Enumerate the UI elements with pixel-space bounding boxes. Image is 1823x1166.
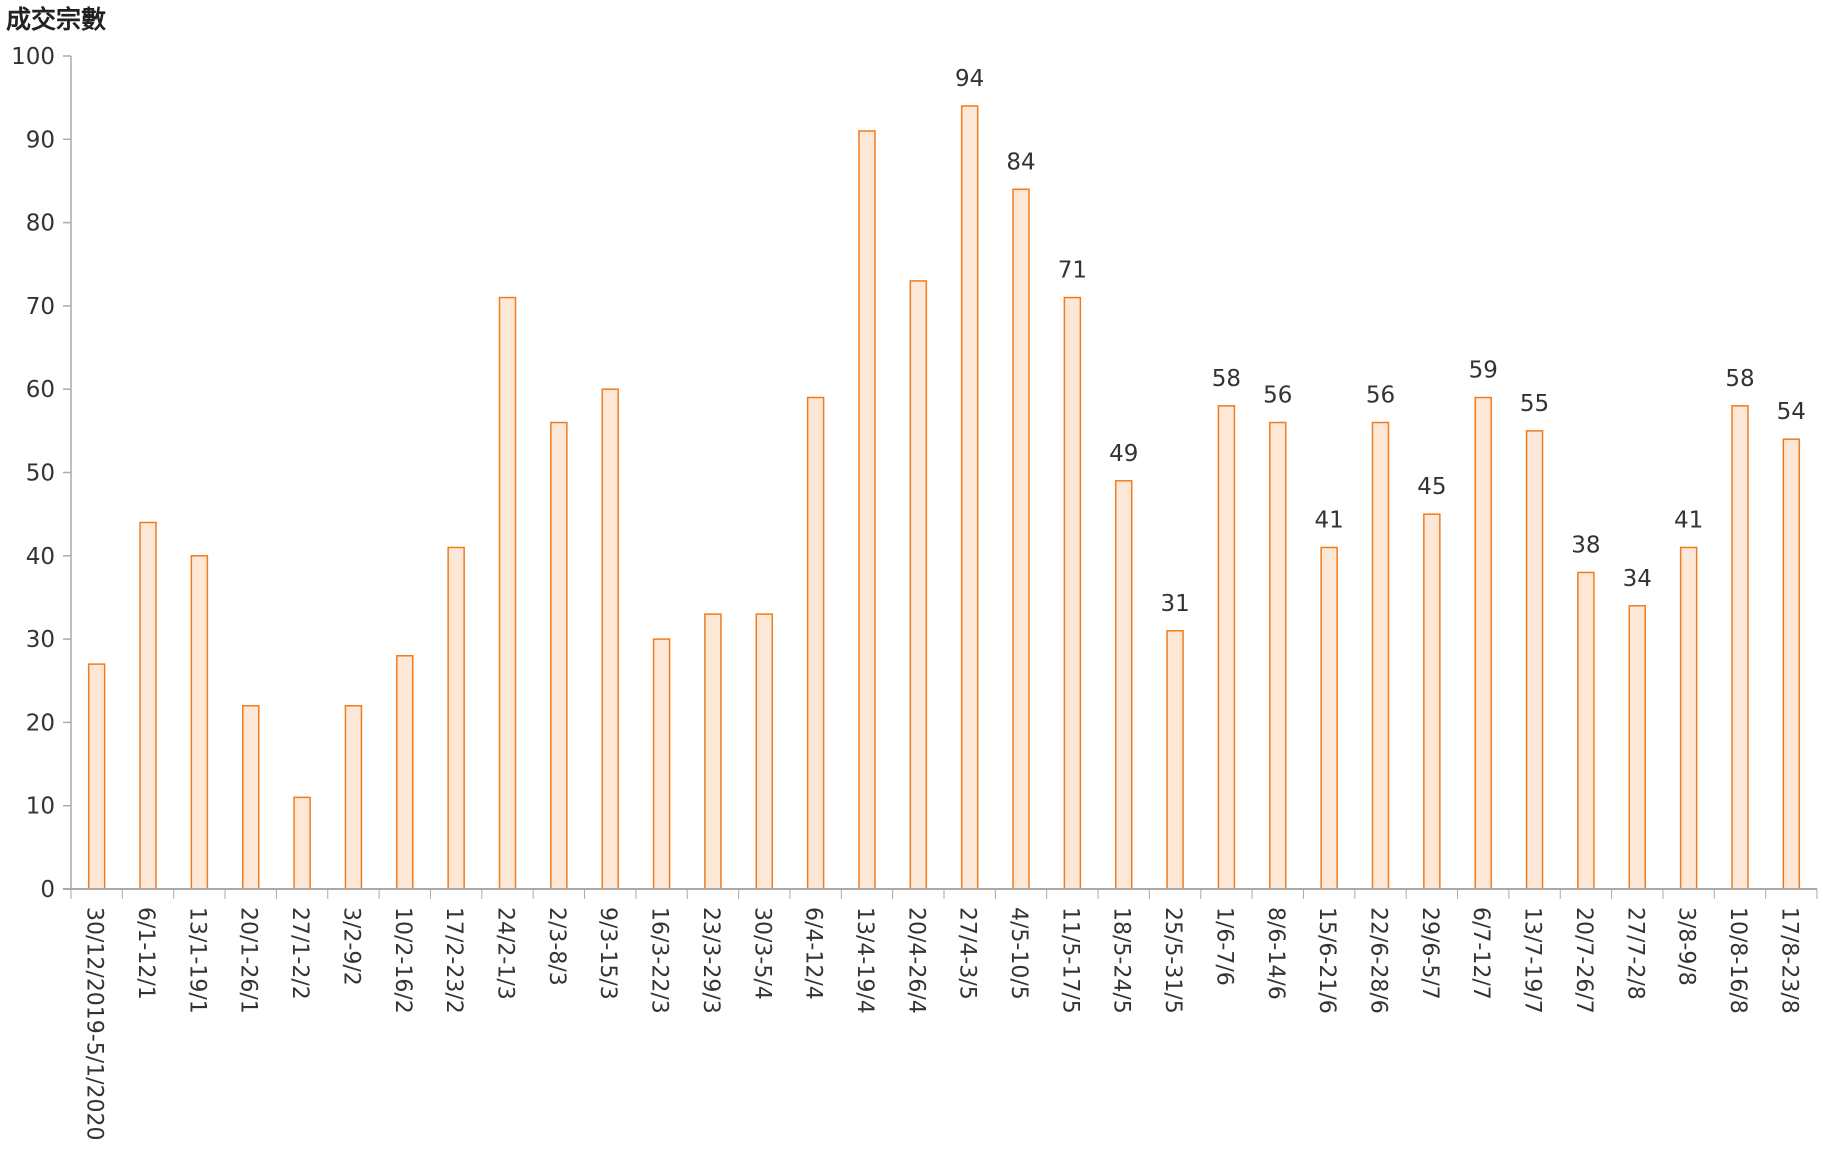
data-label: 56 bbox=[1366, 383, 1395, 409]
bar bbox=[909, 280, 928, 890]
x-tick-label: 20/7-26/7 bbox=[1571, 907, 1596, 1014]
bar bbox=[806, 396, 825, 890]
x-tick-label: 3/8-9/8 bbox=[1674, 907, 1699, 986]
x-tick-label: 27/7-2/8 bbox=[1622, 907, 1647, 1000]
data-label: 41 bbox=[1674, 507, 1703, 533]
bar bbox=[1320, 546, 1338, 890]
x-tick-label: 27/4-3/5 bbox=[955, 907, 980, 1000]
data-label: 45 bbox=[1417, 474, 1446, 500]
data-label: 71 bbox=[1058, 258, 1087, 284]
bar bbox=[241, 704, 260, 890]
data-label: 58 bbox=[1212, 366, 1241, 392]
y-tick-label: 30 bbox=[26, 627, 55, 653]
data-label: 94 bbox=[955, 66, 984, 92]
x-tick-label: 10/2-16/2 bbox=[390, 907, 415, 1014]
x-tick-label: 2/3-8/3 bbox=[544, 907, 569, 986]
y-tick-label: 20 bbox=[26, 710, 55, 736]
y-axis-title: 成交宗數 bbox=[6, 5, 107, 34]
bar bbox=[704, 613, 722, 890]
bar bbox=[498, 296, 517, 890]
x-tick-label: 6/4-12/4 bbox=[801, 907, 826, 1000]
bar bbox=[139, 521, 157, 890]
bar bbox=[1063, 296, 1082, 890]
bar bbox=[1166, 630, 1184, 890]
y-tick-label: 50 bbox=[26, 461, 55, 487]
data-label: 54 bbox=[1777, 399, 1806, 425]
bar bbox=[1423, 513, 1441, 890]
data-label: 55 bbox=[1520, 391, 1549, 417]
x-tick-label: 13/4-19/4 bbox=[852, 907, 877, 1014]
bar bbox=[1782, 438, 1801, 890]
x-tick-label: 29/6-5/7 bbox=[1417, 907, 1442, 1000]
data-label: 49 bbox=[1109, 441, 1138, 467]
x-tick-label: 18/5-24/5 bbox=[1109, 907, 1134, 1014]
x-tick-label: 24/2-1/3 bbox=[493, 907, 518, 1000]
y-tick-label: 60 bbox=[26, 377, 55, 403]
data-label: 84 bbox=[1006, 149, 1035, 175]
bar bbox=[87, 663, 106, 890]
bar bbox=[344, 704, 363, 890]
x-tick-label: 20/1-26/1 bbox=[236, 907, 261, 1014]
x-tick-label: 8/6-14/6 bbox=[1263, 907, 1288, 1000]
x-tick-label: 4/5-10/5 bbox=[1006, 907, 1031, 1000]
x-tick-label: 13/7-19/7 bbox=[1520, 907, 1545, 1014]
bar bbox=[396, 655, 414, 890]
x-tick-label: 6/1-12/1 bbox=[133, 907, 158, 1000]
y-tick-label: 0 bbox=[40, 877, 55, 903]
x-tick-label: 15/6-21/6 bbox=[1314, 907, 1339, 1014]
x-tick-label: 22/6-28/6 bbox=[1366, 907, 1391, 1014]
x-tick-label: 17/2-23/2 bbox=[441, 907, 466, 1014]
x-tick-label: 10/8-16/8 bbox=[1725, 907, 1750, 1014]
y-tick-label: 80 bbox=[26, 211, 55, 237]
bar bbox=[960, 105, 979, 890]
x-tick-label: 20/4-26/4 bbox=[903, 907, 928, 1014]
bar bbox=[1114, 480, 1133, 890]
data-label: 31 bbox=[1160, 591, 1189, 617]
bar bbox=[1371, 421, 1390, 890]
x-tick-label: 9/3-15/3 bbox=[595, 907, 620, 1000]
bar bbox=[190, 555, 209, 890]
bar bbox=[1577, 571, 1595, 890]
x-tick-label: 17/8-23/8 bbox=[1776, 907, 1801, 1014]
bar bbox=[1525, 430, 1544, 890]
bar bbox=[1628, 605, 1647, 890]
data-label: 58 bbox=[1725, 366, 1754, 392]
data-label: 56 bbox=[1263, 383, 1292, 409]
bar bbox=[293, 796, 311, 890]
x-tick-label: 25/5-31/5 bbox=[1160, 907, 1185, 1014]
bar bbox=[447, 546, 465, 890]
x-tick-label: 27/1-2/2 bbox=[287, 907, 312, 1000]
x-tick-label: 3/2-9/2 bbox=[338, 907, 363, 986]
x-tick-label: 6/7-12/7 bbox=[1468, 907, 1493, 1000]
data-label: 38 bbox=[1571, 532, 1600, 558]
bar bbox=[1679, 546, 1698, 890]
bar bbox=[1217, 405, 1236, 890]
y-tick-label: 10 bbox=[26, 794, 55, 820]
x-tick-label: 1/6-7/6 bbox=[1211, 907, 1236, 986]
data-label: 34 bbox=[1623, 566, 1652, 592]
y-tick-label: 40 bbox=[26, 544, 55, 570]
y-tick-label: 100 bbox=[11, 44, 55, 70]
bar bbox=[858, 130, 876, 890]
bar bbox=[1269, 421, 1287, 890]
bar bbox=[755, 613, 774, 890]
x-tick-label: 30/12/2019-5/1/2020 bbox=[82, 907, 107, 1141]
x-tick-label: 30/3-5/4 bbox=[749, 907, 774, 1000]
bar bbox=[1012, 188, 1030, 890]
x-tick-label: 13/1-19/1 bbox=[184, 907, 209, 1014]
data-label: 59 bbox=[1469, 358, 1498, 384]
data-label: 41 bbox=[1315, 507, 1344, 533]
bar bbox=[601, 388, 619, 890]
bar bbox=[652, 638, 671, 890]
x-tick-label: 16/3-22/3 bbox=[647, 907, 672, 1014]
x-tick-label: 23/3-29/3 bbox=[698, 907, 723, 1014]
y-tick-label: 70 bbox=[26, 294, 55, 320]
x-tick-label: 11/5-17/5 bbox=[1057, 907, 1082, 1014]
bar bbox=[1474, 396, 1492, 890]
bar bbox=[1731, 405, 1749, 890]
bar bbox=[550, 421, 568, 890]
y-tick-label: 90 bbox=[26, 127, 55, 153]
